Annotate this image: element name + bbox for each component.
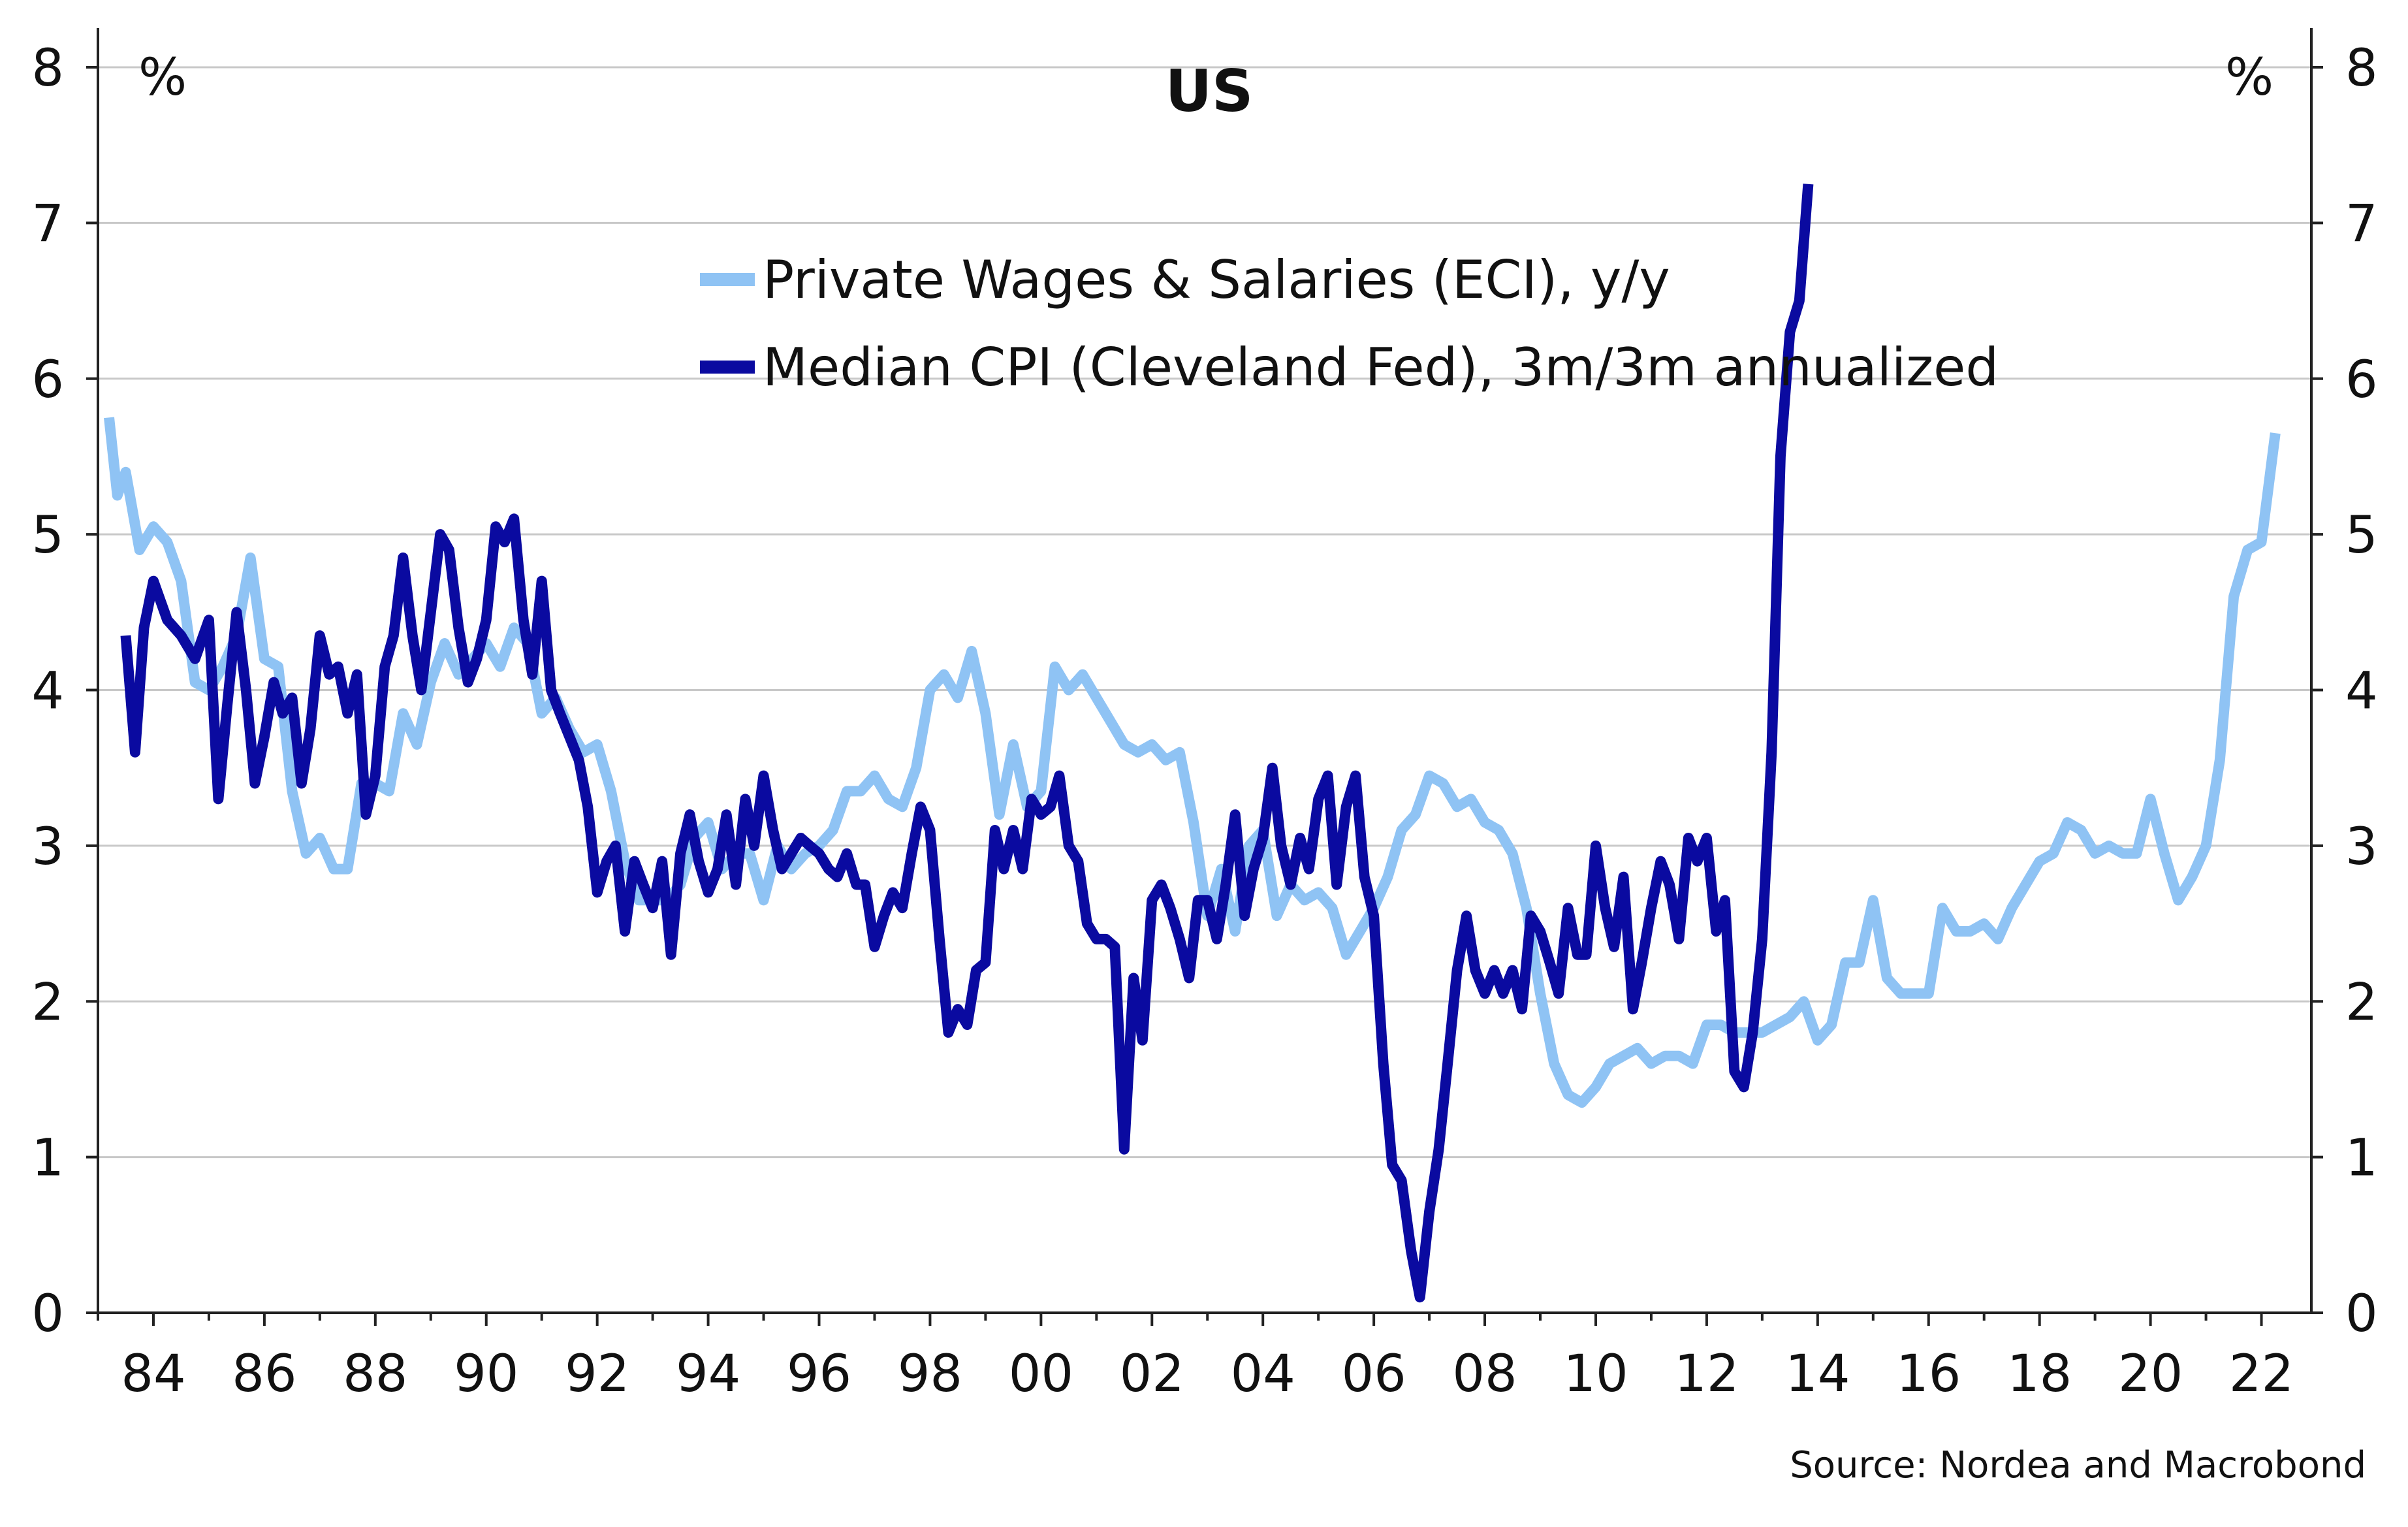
series-line-eci	[104, 417, 2281, 1108]
x-tick-label: 00	[1009, 1345, 1073, 1404]
x-tick-label: 92	[565, 1345, 629, 1404]
x-tick-label: 16	[1896, 1345, 1961, 1404]
y-tick-label-left: 4	[31, 662, 64, 721]
x-tick-label: 88	[343, 1345, 407, 1404]
chart-title: US	[1165, 57, 1254, 125]
y-tick-label-right: 4	[2345, 662, 2378, 721]
legend-label-median-cpi: Median CPI (Cleveland Fed), 3m/3m annual…	[763, 337, 1999, 398]
x-tick-label: 20	[2118, 1345, 2183, 1404]
x-tick-label: 94	[676, 1345, 740, 1404]
x-tick-label: 02	[1120, 1345, 1184, 1404]
legend-label-eci: Private Wages & Salaries (ECI), y/y	[763, 249, 1670, 310]
y-tick-label-right: 6	[2345, 351, 2378, 410]
x-tick-label: 90	[454, 1345, 518, 1404]
legend: Private Wages & Salaries (ECI), y/y Medi…	[700, 249, 1999, 398]
y-tick-label-right: 3	[2345, 818, 2378, 876]
series-lines	[104, 184, 2281, 1303]
y-tick-label-right: 0	[2345, 1285, 2378, 1343]
y-tick-label-left: 5	[31, 506, 64, 565]
x-tick-label: 86	[232, 1345, 296, 1404]
gridlines	[98, 66, 2311, 1159]
y-tick-label-right: 7	[2345, 195, 2378, 253]
y-tick-label-left: 3	[31, 818, 64, 876]
x-tick-label: 96	[787, 1345, 851, 1404]
x-tick-label: 98	[898, 1345, 962, 1404]
x-tick-label: 06	[1342, 1345, 1406, 1404]
y-tick-label-left: 1	[31, 1129, 64, 1188]
y-tick-label-right: 8	[2345, 39, 2378, 98]
y-tick-label-left: 0	[31, 1285, 64, 1343]
x-tick-label: 18	[2007, 1345, 2072, 1404]
y-tick-label-right: 2	[2345, 973, 2378, 1032]
axes	[86, 28, 2323, 1326]
y-tick-label-left: 7	[31, 195, 64, 253]
x-tick-label: 12	[1674, 1345, 1739, 1404]
left-unit-label: %	[138, 48, 187, 107]
tick-labels: 0 01 12 23 34 45 56 67 78 884 86 88 90 92 94 96 98 00 02 04…	[31, 39, 2377, 1404]
right-unit-label: %	[2225, 48, 2273, 107]
y-tick-label-left: 6	[31, 351, 64, 410]
x-tick-label: 04	[1231, 1345, 1295, 1404]
x-tick-label: 84	[121, 1345, 185, 1404]
x-tick-label: 14	[1785, 1345, 1850, 1404]
y-tick-label-right: 1	[2345, 1129, 2378, 1188]
y-tick-label-left: 2	[31, 973, 64, 1032]
x-tick-label: 22	[2229, 1345, 2294, 1404]
y-tick-label-right: 5	[2345, 506, 2378, 565]
x-tick-label: 10	[1563, 1345, 1628, 1404]
source-note: Source: Nordea and Macrobond	[1790, 1444, 2366, 1487]
y-tick-label-left: 8	[31, 39, 64, 98]
series-line-median-cpi	[120, 184, 1814, 1303]
x-tick-label: 08	[1452, 1345, 1517, 1404]
